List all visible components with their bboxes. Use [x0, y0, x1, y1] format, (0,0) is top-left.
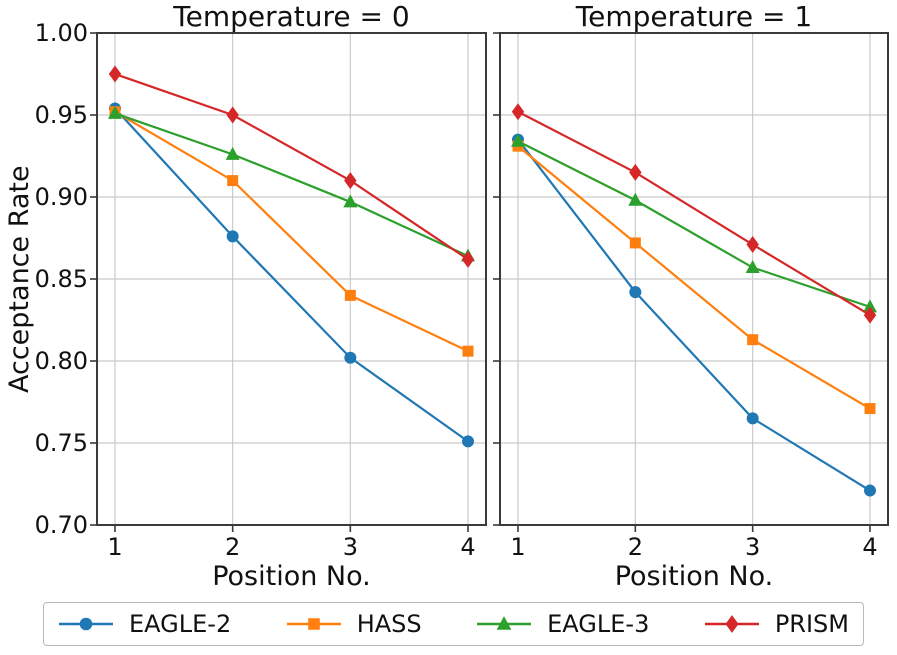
left-panel-title: Temperature = 0 — [173, 0, 410, 33]
x-axis-label-left: Position No. — [212, 561, 371, 592]
series-prism — [108, 65, 475, 268]
y-tick-label: 0.80 — [34, 347, 88, 375]
eagle-2-marker — [864, 484, 876, 497]
x-tick-label: 2 — [627, 533, 643, 561]
eagle-3-marker — [511, 133, 525, 147]
hass-marker — [864, 403, 876, 415]
legend-label: HASS — [356, 610, 422, 638]
eagle-2-legend-marker-icon — [59, 617, 113, 631]
eagle-3-legend-marker-icon — [477, 616, 532, 630]
hass-marker — [344, 289, 356, 301]
y-tick-label: 0.95 — [34, 101, 88, 129]
x-tick-label: 1 — [107, 533, 123, 561]
series-eagle-2 — [512, 133, 876, 497]
eagle-3-line — [517, 140, 871, 308]
series-hass — [512, 140, 876, 415]
eagle-2-marker — [629, 286, 642, 299]
eagle-3-marker — [745, 260, 760, 274]
eagle-3-marker — [225, 146, 240, 160]
hass-marker — [747, 334, 759, 346]
legend: EAGLE-2 HASS EAGLE-3 PRISM — [43, 602, 864, 646]
x-tick-label: 3 — [342, 533, 358, 561]
prism-marker — [226, 106, 239, 124]
right-plot-svg — [493, 32, 889, 532]
x-tick-label: 4 — [460, 533, 476, 561]
eagle-2-marker — [746, 412, 759, 425]
legend-entry-hass: HASS — [286, 610, 422, 638]
eagle-3-marker — [108, 105, 122, 119]
eagle-3-marker — [863, 299, 877, 313]
hass-marker — [227, 175, 239, 187]
y-tick-label: 0.75 — [34, 429, 88, 457]
left-plot-svg — [90, 32, 487, 532]
tick-marks — [493, 32, 871, 532]
series-eagle-2 — [109, 102, 474, 448]
y-tick-label: 0.70 — [34, 511, 88, 539]
x-tick-label: 2 — [225, 533, 241, 561]
hass-marker — [462, 345, 474, 357]
eagle-2-line — [517, 138, 871, 492]
legend-label: EAGLE-2 — [129, 610, 232, 638]
hass-line — [114, 110, 469, 353]
eagle-2-marker — [226, 230, 239, 243]
prism-marker — [629, 163, 642, 181]
legend-entry-eagle-3: EAGLE-3 — [476, 610, 649, 638]
series-eagle-3 — [511, 133, 877, 313]
prism-marker — [461, 250, 475, 268]
legend-entry-eagle-2: EAGLE-2 — [58, 610, 231, 638]
prism-line — [517, 110, 871, 317]
gridlines — [97, 32, 486, 526]
hass-line — [517, 145, 871, 410]
eagle-3-marker — [628, 192, 643, 206]
prism-legend-marker-icon — [704, 615, 759, 633]
prism-marker — [344, 172, 357, 190]
eagle-2-marker — [79, 617, 93, 631]
legend-label: EAGLE-3 — [547, 610, 650, 638]
hass-marker — [629, 237, 641, 249]
hass-marker — [307, 618, 320, 630]
eagle-3-marker — [496, 616, 512, 630]
hass-legend-marker-icon — [286, 618, 341, 630]
y-tick-label: 0.85 — [34, 265, 88, 293]
prism-marker — [108, 65, 122, 83]
x-axis-label-right: Position No. — [614, 561, 774, 592]
series-hass — [109, 106, 474, 357]
eagle-3-line — [114, 112, 469, 258]
prism-marker — [746, 236, 759, 254]
right-panel-title: Temperature = 1 — [575, 0, 813, 33]
y-tick-label: 0.90 — [34, 183, 88, 211]
prism-marker — [725, 615, 739, 633]
eagle-2-marker — [462, 435, 474, 448]
tick-marks — [90, 32, 469, 532]
x-tick-label: 1 — [510, 533, 526, 561]
y-tick-label: 1.00 — [34, 19, 88, 47]
legend-entry-prism: PRISM — [704, 610, 849, 638]
prism-marker — [863, 306, 877, 324]
eagle-3-marker — [343, 194, 358, 208]
eagle-2-line — [114, 107, 469, 443]
x-tick-label: 3 — [745, 533, 761, 561]
x-tick-label: 4 — [862, 533, 878, 561]
eagle-2-marker — [344, 351, 357, 364]
prism-marker — [511, 103, 525, 121]
gridlines — [500, 32, 888, 526]
legend-label: PRISM — [774, 610, 849, 638]
prism-line — [114, 72, 469, 261]
